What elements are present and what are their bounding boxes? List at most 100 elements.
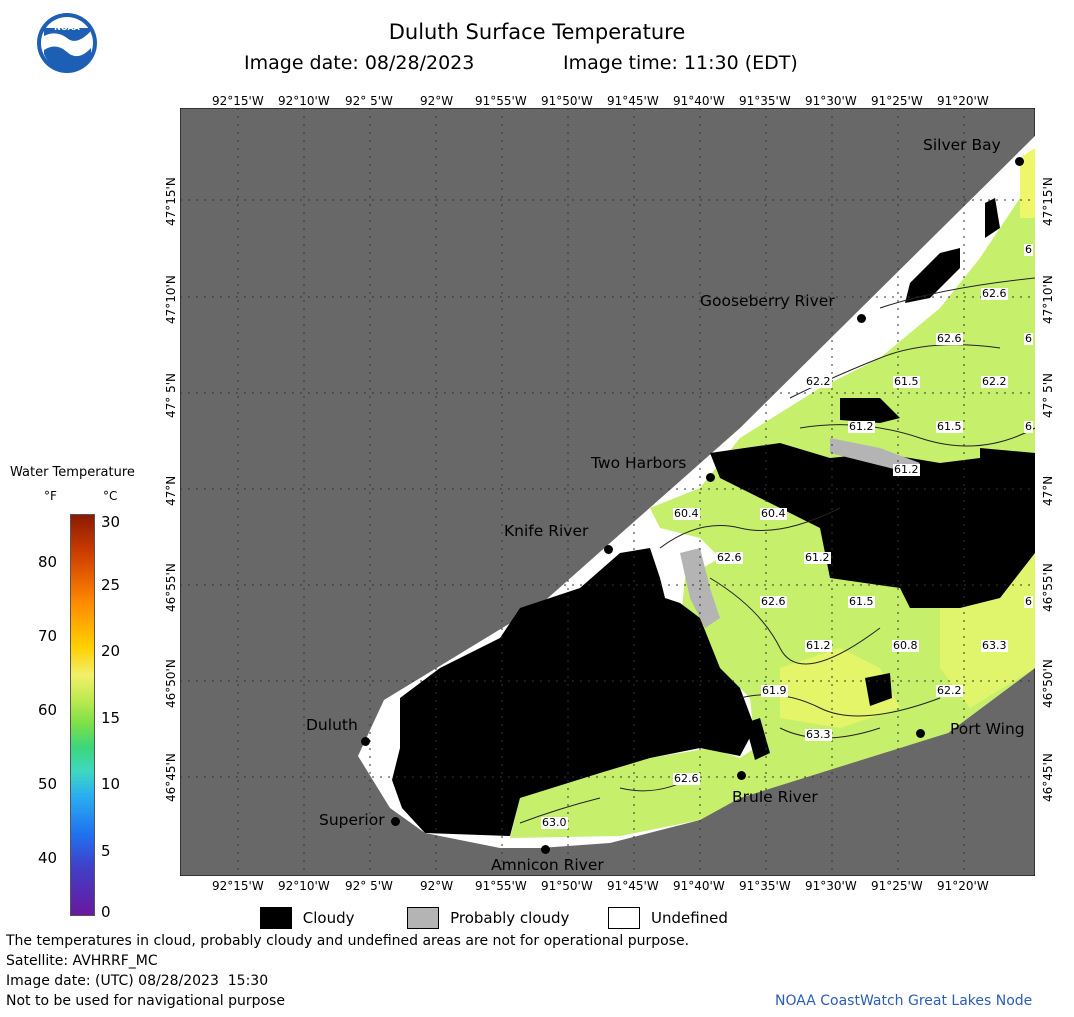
legend-c-tick: 5	[101, 842, 111, 860]
lon-tick: 91°35'W	[739, 94, 791, 108]
place-amnicon-river[interactable]: Amnicon River	[491, 856, 604, 874]
lon-tick: 91°25'W	[871, 94, 923, 108]
lon-tick: 91°45'W	[607, 879, 659, 893]
contour-label: 63.0	[541, 816, 568, 829]
legend-c-tick: 20	[101, 642, 121, 660]
cloud-small2	[745, 718, 770, 760]
place-brule-river[interactable]: Brule River	[732, 788, 818, 806]
contour-label: 61.2	[893, 463, 920, 476]
place-knife-river[interactable]: Knife River	[504, 522, 589, 540]
contour-label: 63.3	[805, 728, 832, 741]
lat-tick: 46°50'N	[1041, 659, 1055, 708]
contour-label: 61.5	[936, 420, 963, 433]
contour-label: 61.2	[804, 551, 831, 564]
cloudy-label: Cloudy	[302, 909, 355, 927]
place-dot	[1015, 157, 1024, 166]
contour-label: 61.2	[805, 639, 832, 652]
lat-tick: 46°45'N	[164, 753, 178, 802]
place-gooseberry-river[interactable]: Gooseberry River	[700, 292, 835, 310]
lat-tick: 46°50'N	[164, 659, 178, 708]
graticule	[180, 108, 1035, 876]
legend-f-tick: 80	[38, 553, 58, 571]
place-duluth[interactable]: Duluth	[306, 716, 358, 734]
place-dot	[604, 545, 613, 554]
utc-date: Image date: (UTC) 08/28/2023 15:30	[6, 973, 269, 989]
nav-warning: Not to be used for navigational purpose	[6, 993, 285, 1009]
noaa-logo: NOAA	[36, 12, 98, 74]
lon-tick: 91°55'W	[475, 879, 527, 893]
legend-c-tick: 10	[101, 775, 121, 793]
contour-label: 62.6	[981, 287, 1008, 300]
contour-label: 6	[1024, 243, 1033, 256]
lon-tick: 91°50'W	[541, 94, 593, 108]
lon-tick: 92° 5'W	[345, 879, 393, 893]
place-dot	[391, 817, 400, 826]
cloud-north3	[985, 198, 1000, 238]
contour-label: 6	[1024, 420, 1033, 433]
lat-tick: 47°15'N	[164, 177, 178, 226]
place-port-wing[interactable]: Port Wing	[950, 720, 1025, 738]
contour-label: 63.3	[981, 639, 1008, 652]
place-silver-bay[interactable]: Silver Bay	[923, 136, 1001, 154]
cloudy-swatch	[260, 907, 292, 929]
place-dot	[737, 771, 746, 780]
place-superior[interactable]: Superior	[319, 811, 385, 829]
lat-tick: 47°10'N	[164, 275, 178, 324]
lon-tick: 92°10'W	[278, 879, 330, 893]
lat-tick: 46°55'N	[1041, 563, 1055, 612]
lon-tick: 91°55'W	[475, 94, 527, 108]
disclaimer: The temperatures in cloud, probably clou…	[6, 933, 690, 949]
temperature-color-bar	[70, 514, 95, 916]
legend-unit-c: °C	[103, 489, 118, 503]
lat-tick: 46°55'N	[164, 563, 178, 612]
legend-c-tick: 15	[101, 709, 121, 727]
contour-label: 61.9	[761, 684, 788, 697]
lat-tick: 47° 5'N	[164, 373, 178, 418]
lon-tick: 91°20'W	[937, 94, 989, 108]
credit-link[interactable]: NOAA CoastWatch Great Lakes Node	[775, 993, 1033, 1009]
legend-c-tick: 25	[101, 576, 121, 594]
lat-tick: 47°N	[164, 475, 178, 506]
lon-tick: 92°W	[420, 94, 454, 108]
lon-tick: 92°W	[420, 879, 454, 893]
image-time: Image time: 11:30 (EDT)	[563, 52, 798, 74]
lon-tick: 91°45'W	[607, 94, 659, 108]
mask-legend: Cloudy Probably cloudy Undefined	[260, 907, 728, 929]
lon-tick: 92°15'W	[212, 879, 264, 893]
cloud-north2	[905, 248, 960, 303]
place-dot	[541, 845, 550, 854]
lon-tick: 91°40'W	[673, 879, 725, 893]
undefined-swatch	[608, 907, 641, 929]
lon-tick: 92°10'W	[278, 94, 330, 108]
probably-cloudy-swatch	[407, 907, 440, 929]
probably-cloudy-label: Probably cloudy	[450, 909, 570, 927]
place-two-harbors[interactable]: Two Harbors	[591, 454, 687, 472]
temperature-map[interactable]	[179, 107, 1036, 877]
legend-unit-f: °F	[44, 489, 57, 503]
lon-tick: 92°15'W	[212, 94, 264, 108]
undefined-label: Undefined	[650, 909, 728, 927]
contour-label: 60.8	[892, 639, 919, 652]
contour-label: 62.2	[981, 375, 1008, 388]
lon-tick: 91°50'W	[541, 879, 593, 893]
contour-label: 6	[1024, 595, 1033, 608]
cloud-main	[392, 548, 755, 836]
lat-tick: 47°N	[1041, 475, 1055, 506]
place-dot	[706, 473, 715, 482]
contour-label: 6	[1024, 332, 1033, 345]
contour-label: 60.4	[673, 507, 700, 520]
lat-tick: 47°10'N	[1041, 275, 1055, 324]
lon-tick: 91°35'W	[739, 879, 791, 893]
warm-patch	[780, 648, 900, 728]
place-dot	[916, 729, 925, 738]
lon-tick: 91°25'W	[871, 879, 923, 893]
contour-label: 60.4	[760, 507, 787, 520]
place-dot	[857, 314, 866, 323]
contour-label: 62.2	[805, 375, 832, 388]
legend-c-tick: 0	[101, 903, 111, 921]
satellite: Satellite: AVHRRF_MC	[6, 953, 158, 969]
lon-tick: 92° 5'W	[345, 94, 393, 108]
cloud-north	[840, 398, 900, 423]
contour-label: 62.6	[716, 551, 743, 564]
lat-tick: 47° 5'N	[1041, 373, 1055, 418]
